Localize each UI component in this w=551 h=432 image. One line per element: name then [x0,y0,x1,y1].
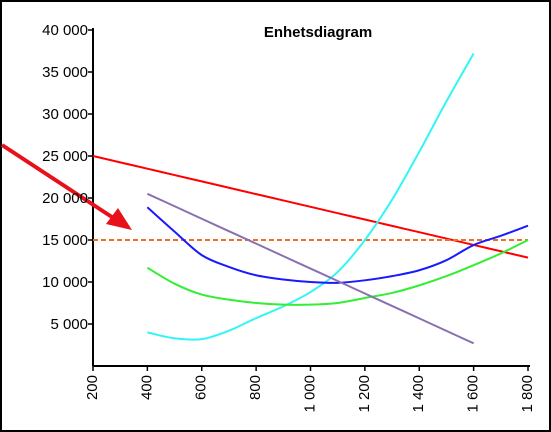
x-tick-label: 200 [84,375,101,400]
arrow [0,143,132,230]
y-tick-label: 25 000 [42,148,88,165]
y-tick-label: 15 000 [42,232,88,249]
x-tick-label: 1 400 [410,375,427,413]
x-tick-label: 1 800 [519,375,536,413]
plot-area [92,53,529,345]
x-tick-label: 600 [193,375,210,400]
chart-title: Enhetsdiagram [264,24,372,41]
y-tick-label: 5 000 [50,316,88,333]
y-tick-label: 40 000 [42,22,88,39]
arrow-shaft [0,143,120,223]
x-tick-label: 800 [247,375,264,400]
y-tick-label: 35 000 [42,64,88,81]
x-tick-label: 1 600 [465,375,482,413]
series-line [147,53,475,341]
x-tick-label: 1 200 [356,375,373,413]
series-line [146,192,475,345]
series-line [146,239,529,306]
arrow-head [106,208,132,230]
x-tick-label: 1 000 [301,375,318,413]
y-tick-label: 30 000 [42,106,88,123]
y-tick-label: 10 000 [42,274,88,291]
series-line [146,206,529,284]
x-tick-label: 400 [138,375,155,400]
y-tick-label: 20 000 [42,190,88,207]
